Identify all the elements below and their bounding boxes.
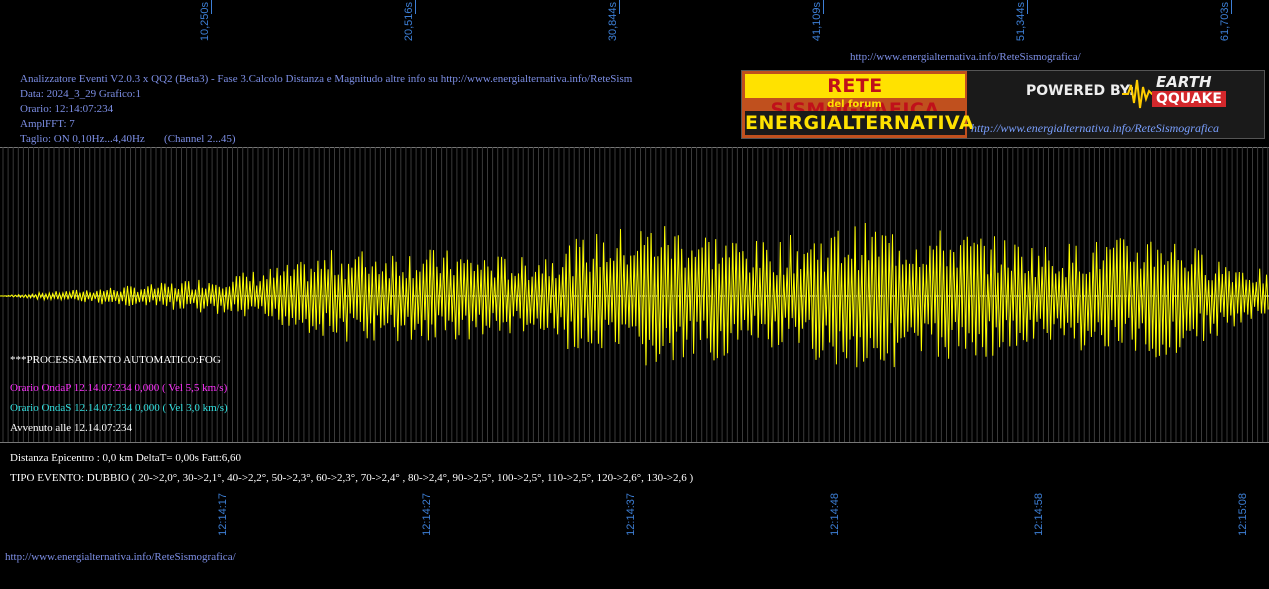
header-line-taglio: Taglio: ON 0,10Hz...4,40Hz (Channel 2...… (20, 133, 236, 145)
bottom-axis-label: 12:14:37 (625, 493, 637, 536)
seismic-wave-icon (1122, 79, 1162, 109)
header-line-title: Analizzatore Eventi V2.0.3 x QQ2 (Beta3)… (20, 73, 633, 85)
logo-energ-text: ENERGIALTERNATIVA (745, 111, 975, 135)
logo-rete-text: RETE SISMOGRAFICA (745, 74, 965, 121)
header-line-date: Data: 2024_3_29 Grafico:1 (20, 88, 141, 100)
distanza-epicentro: Distanza Epicentro : 0,0 km DeltaT= 0,00… (10, 452, 242, 464)
avvenuto-time: Avvenuto alle 12.14.07:234 (10, 422, 132, 434)
seismogram-plot (0, 147, 1269, 442)
bottom-axis-label: 12:14:48 (829, 493, 841, 536)
plot-bottom-border (0, 442, 1269, 443)
top-tick (1027, 0, 1028, 14)
logo-powered-text: POWERED BY: (1026, 83, 1135, 99)
bottom-axis-label: 12:14:58 (1033, 493, 1045, 536)
top-url[interactable]: http://www.energialternativa.info/ReteSi… (850, 51, 1081, 63)
logo-left-panel: RETE SISMOGRAFICA del forum ENERGIALTERN… (742, 71, 975, 138)
tipo-evento: TIPO EVENTO: DUBBIO ( 20->2,0°, 30->2,1°… (10, 472, 694, 484)
top-tick (619, 0, 620, 14)
header-line-time: Orario: 12:14:07:234 (20, 103, 114, 115)
onda-s-time: Orario OndaS 12.14.07:234 0,000 ( Vel 3,… (10, 402, 228, 414)
bottom-axis-label: 12:14:27 (421, 493, 433, 536)
footer-url[interactable]: http://www.energialternativa.info/ReteSi… (5, 551, 236, 563)
top-axis-label: 41,109s (811, 2, 823, 42)
top-axis-label: 61,703s (1219, 2, 1231, 42)
logo-earth-text: EARTH (1156, 73, 1212, 91)
onda-p-time: Orario OndaP 12.14.07:234 0,000 ( Vel 5,… (10, 382, 228, 394)
top-tick (415, 0, 416, 14)
processing-label: ***PROCESSAMENTO AUTOMATICO:FOG (10, 354, 221, 366)
bottom-axis-label: 12:15:08 (1237, 493, 1249, 536)
top-axis-label: 20,516s (403, 2, 415, 42)
header-line-amplfft: AmplFFT: 7 (20, 118, 75, 130)
logo-url[interactable]: http://www.energialternativa.info/ReteSi… (971, 121, 1219, 135)
top-axis-label: 30,844s (607, 2, 619, 42)
seismic-trace (0, 222, 1269, 368)
top-tick (211, 0, 212, 14)
bottom-axis-label: 12:14:17 (217, 493, 229, 536)
top-axis-label: 10,250s (199, 2, 211, 42)
top-tick (823, 0, 824, 14)
plot-top-border (0, 147, 1269, 148)
rete-sismografica-logo[interactable]: RETE SISMOGRAFICA del forum ENERGIALTERN… (741, 70, 1265, 139)
top-axis-label: 51,344s (1015, 2, 1027, 42)
top-tick (1231, 0, 1232, 14)
logo-forum-text: del forum (827, 99, 882, 110)
logo-qquake-text: QQUAKE (1152, 91, 1226, 107)
